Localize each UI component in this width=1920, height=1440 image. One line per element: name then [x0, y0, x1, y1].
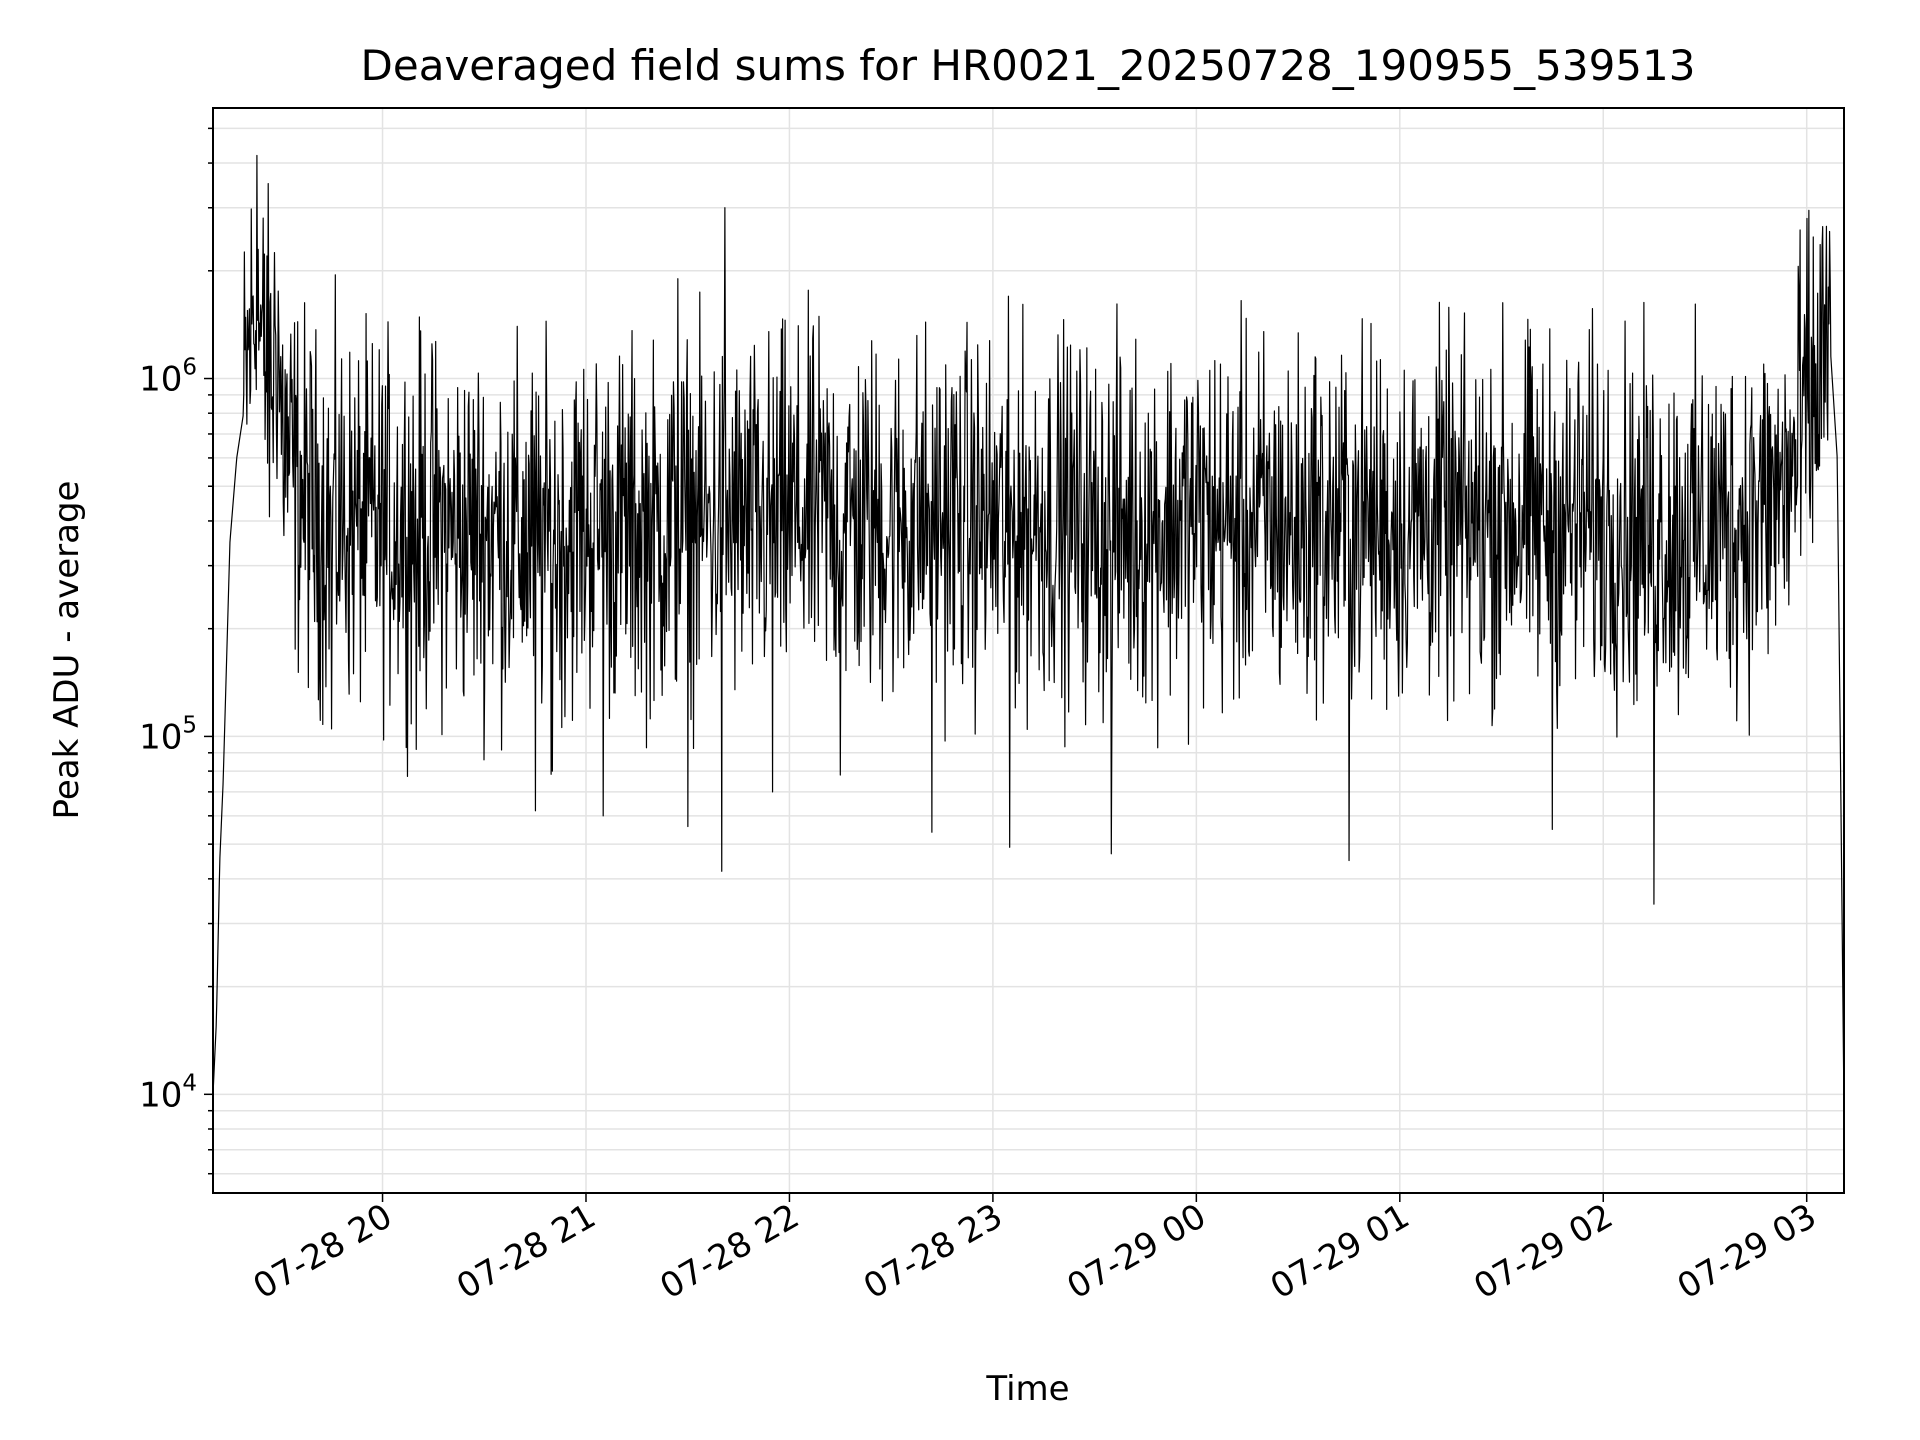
axes-frame	[212, 107, 1845, 1194]
y-tick-label: 106	[139, 355, 197, 400]
y-axis-label: Peak ADU - average	[47, 481, 87, 820]
y-tick-label: 104	[139, 1070, 197, 1115]
y-tick-base: 10	[139, 1075, 182, 1115]
y-tick-exponent: 4	[182, 1070, 197, 1096]
chart-title: Deaveraged field sums for HR0021_2025072…	[361, 41, 1696, 90]
x-axis-label: Time	[985, 1369, 1069, 1409]
y-tick-base: 10	[139, 717, 182, 757]
y-tick-exponent: 5	[182, 712, 197, 738]
y-tick-label: 105	[139, 712, 197, 757]
y-tick-exponent: 6	[182, 355, 197, 381]
data-series-line	[212, 154, 1845, 1111]
grid	[213, 108, 1844, 1193]
y-tick-base: 10	[139, 360, 182, 400]
data-layer	[212, 154, 1845, 1111]
